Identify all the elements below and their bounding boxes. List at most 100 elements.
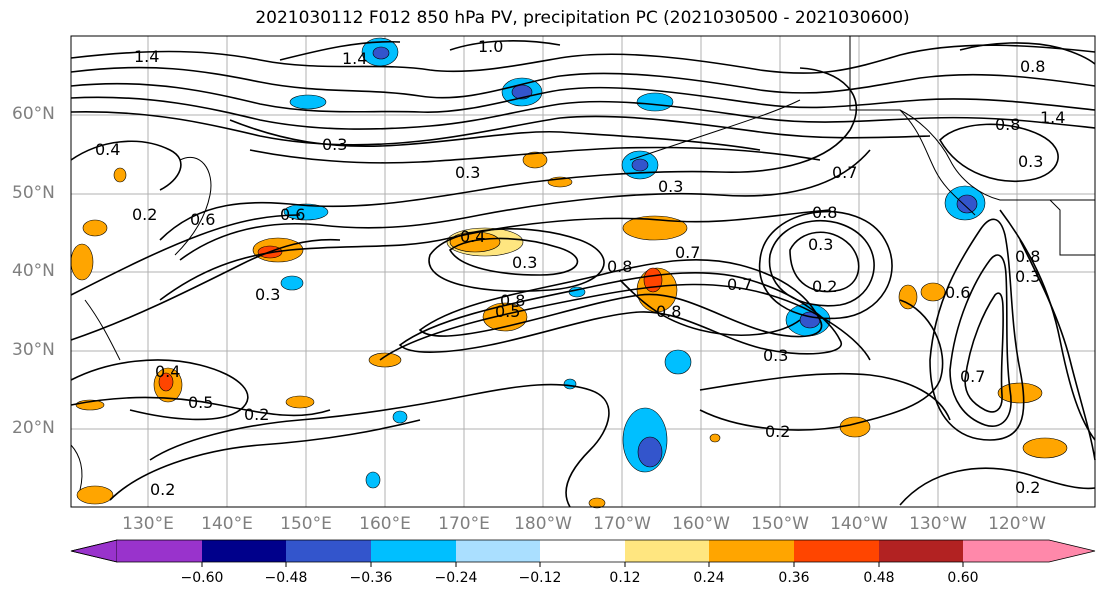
precip-patch bbox=[563, 378, 577, 390]
lon-label-150w: 150°W bbox=[751, 514, 809, 534]
contour-line bbox=[70, 82, 1096, 113]
precip-patch bbox=[664, 349, 692, 375]
contour-label: 0.4 bbox=[460, 227, 485, 246]
contour-line bbox=[449, 40, 561, 51]
contour-line bbox=[229, 119, 761, 151]
precip-patch bbox=[82, 219, 108, 237]
colorbar-tick-label: −0.60 bbox=[180, 570, 224, 586]
contour-label: 1.4 bbox=[134, 47, 159, 66]
precip-shading bbox=[70, 37, 1068, 509]
colorbar-extend-high bbox=[963, 540, 1095, 562]
contour-label: 0.3 bbox=[1015, 267, 1040, 286]
precip-patch bbox=[636, 92, 674, 112]
colorbar-outline bbox=[70, 539, 1096, 563]
contour-label: 0.2 bbox=[244, 405, 269, 424]
colorbar-tick-label: 0.36 bbox=[778, 570, 810, 586]
contour-line bbox=[70, 238, 341, 341]
precip-patch bbox=[709, 433, 721, 443]
colorbar-tick-label: −0.24 bbox=[434, 570, 478, 586]
precip-patch bbox=[113, 167, 127, 183]
contour-line bbox=[70, 44, 1096, 74]
lat-label-30n: 30°N bbox=[12, 340, 55, 360]
colorbar-tick-label: −0.36 bbox=[349, 570, 393, 586]
contour-line bbox=[379, 283, 871, 361]
contour-label: 0.8 bbox=[656, 302, 681, 321]
contour-label: 0.5 bbox=[188, 393, 213, 412]
precip-patch bbox=[280, 275, 304, 291]
lon-label-160e: 160°E bbox=[359, 514, 411, 534]
contour-line bbox=[949, 254, 1012, 427]
precip-patch bbox=[76, 485, 114, 505]
contour-line bbox=[768, 219, 875, 307]
contour-line bbox=[249, 146, 821, 164]
contour-line bbox=[448, 237, 579, 276]
colorbar-tick-label: 0.24 bbox=[693, 570, 725, 586]
contour-label: 0.3 bbox=[255, 285, 280, 304]
coastline bbox=[70, 444, 83, 491]
colorbar-segment bbox=[371, 540, 456, 562]
colorbar-segment bbox=[117, 540, 202, 562]
lon-label-120w: 120°W bbox=[988, 514, 1046, 534]
lon-label-150e: 150°E bbox=[280, 514, 332, 534]
lat-label-40n: 40°N bbox=[12, 261, 55, 281]
contour-line bbox=[179, 149, 871, 261]
precip-patch bbox=[365, 471, 381, 489]
contour-label: 0.6 bbox=[945, 283, 970, 302]
contour-line bbox=[70, 66, 1096, 99]
contour-line bbox=[789, 231, 860, 293]
precip-patch bbox=[283, 203, 329, 221]
coastline bbox=[629, 99, 801, 161]
contour-label: 0.7 bbox=[675, 243, 700, 262]
contour-label: 0.2 bbox=[132, 205, 157, 224]
coastline bbox=[849, 36, 1095, 201]
lon-label-160w: 160°W bbox=[672, 514, 730, 534]
colorbar-segment bbox=[625, 540, 709, 562]
contour-line bbox=[959, 42, 1096, 65]
precip-patch bbox=[289, 94, 327, 110]
lat-label-60n: 60°N bbox=[12, 104, 55, 124]
colorbar-segment bbox=[286, 540, 371, 562]
coastline bbox=[174, 157, 212, 256]
contour-label: 0.3 bbox=[1018, 152, 1043, 171]
colorbar bbox=[70, 539, 1096, 567]
contour-label: 0.6 bbox=[280, 205, 305, 224]
colorbar-segment bbox=[202, 540, 286, 562]
contour-label: 0.3 bbox=[322, 135, 347, 154]
lon-label-140w: 140°W bbox=[830, 514, 888, 534]
precip-patch bbox=[637, 436, 663, 468]
lon-label-130w: 130°W bbox=[909, 514, 967, 534]
contour-line bbox=[279, 40, 401, 61]
contour-line bbox=[109, 419, 421, 501]
contour-label: 0.4 bbox=[95, 140, 120, 159]
contour-label: 0.3 bbox=[512, 253, 537, 272]
precip-patch bbox=[70, 243, 94, 281]
contour-label: 0.2 bbox=[150, 480, 175, 499]
contour-label: 0.3 bbox=[658, 177, 683, 196]
precip-patch bbox=[392, 410, 408, 424]
contour-line bbox=[699, 299, 944, 431]
colorbar-segment bbox=[540, 540, 625, 562]
colorbar-tick-label: 0.48 bbox=[863, 570, 895, 586]
contour-line bbox=[428, 228, 605, 293]
contour-line bbox=[899, 467, 1096, 506]
colorbar-segment bbox=[879, 540, 963, 562]
map-plot-area: 1.4 1.4 1.0 0.8 0.8 1.4 0.4 0.3 0.3 0.3 … bbox=[70, 35, 1096, 509]
precip-patch bbox=[898, 284, 918, 310]
contour-label: 0.6 bbox=[190, 210, 215, 229]
contour-line bbox=[159, 67, 857, 241]
contour-line bbox=[70, 359, 249, 421]
contour-label: 0.5 bbox=[495, 302, 520, 321]
precip-patch bbox=[997, 382, 1043, 404]
contour-line bbox=[398, 272, 843, 355]
contour-line bbox=[758, 210, 893, 320]
colorbar-segment bbox=[709, 540, 794, 562]
colorbar-tick-label: 0.60 bbox=[947, 570, 979, 586]
contour-label: 0.2 bbox=[765, 422, 790, 441]
pv-contours bbox=[70, 40, 1096, 508]
contour-label: 0.8 bbox=[607, 257, 632, 276]
contour-label: 0.8 bbox=[1015, 247, 1040, 266]
lon-label-170e: 170°E bbox=[438, 514, 490, 534]
coastlines bbox=[70, 36, 1095, 491]
coastline bbox=[899, 109, 976, 216]
contour-line bbox=[70, 96, 1096, 130]
